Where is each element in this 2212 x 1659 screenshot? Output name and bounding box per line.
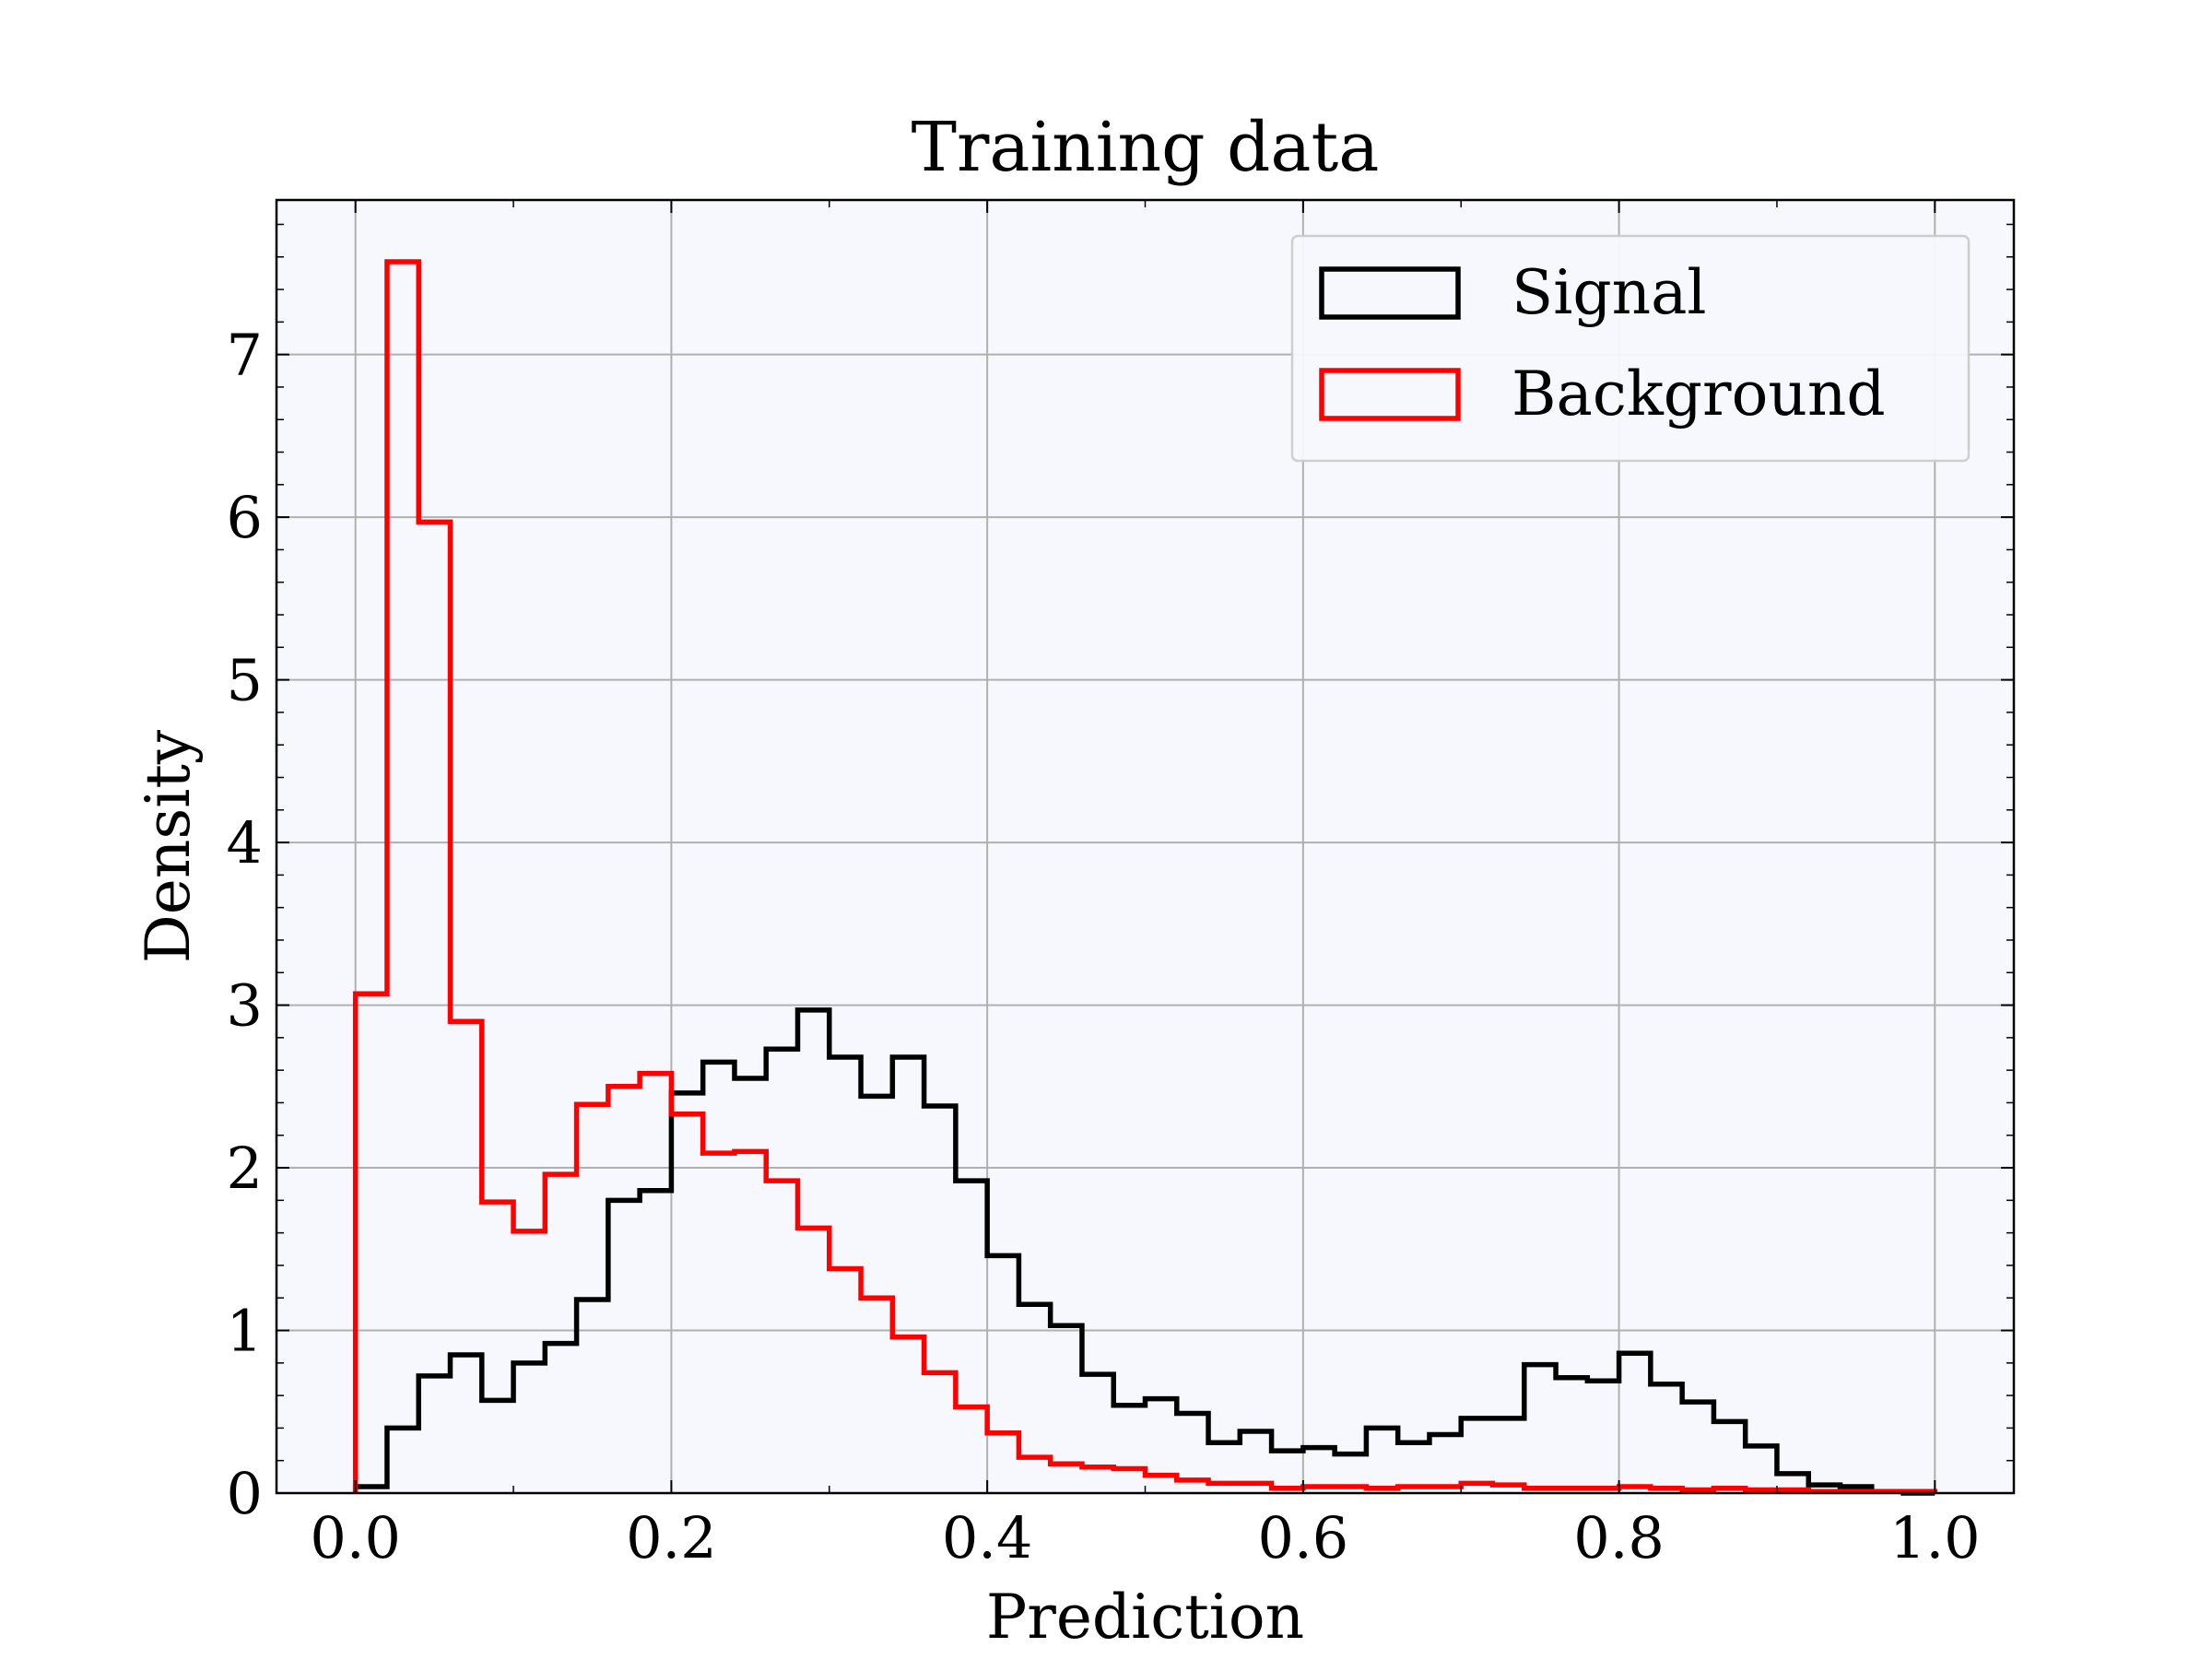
axis-ticks: 0.0 0.2 0.4 0.6 0.8 1.0 0 1 2 3 4 5 6 7 <box>227 200 2014 1571</box>
plot-frame <box>275 198 2016 1495</box>
x-tick-label: 0.8 <box>1573 1504 1665 1571</box>
x-tick-label: 0.4 <box>942 1504 1033 1571</box>
y-tick-label: 0 <box>227 1460 263 1527</box>
chart-title: Training data <box>912 108 1380 187</box>
legend: Signal Background <box>1290 234 1971 463</box>
y-tick-label: 6 <box>227 484 263 551</box>
histogram-series <box>352 259 1938 1496</box>
legend-swatch <box>1319 368 1461 421</box>
legend-swatch <box>1319 266 1461 320</box>
histogram-signal <box>352 1007 1936 1496</box>
y-tick-label: 3 <box>227 972 263 1040</box>
y-axis-label: Density <box>133 729 204 963</box>
x-tick-label: 0.0 <box>310 1504 401 1571</box>
legend-label: Background <box>1512 359 1886 429</box>
y-tick-label: 2 <box>227 1135 263 1202</box>
x-tick-label: 0.2 <box>626 1504 717 1571</box>
legend-box <box>1290 234 1971 463</box>
y-tick-label: 5 <box>227 647 263 714</box>
x-axis-label: Prediction <box>986 1582 1304 1653</box>
x-tick-label: 0.6 <box>1258 1504 1349 1571</box>
y-tick-label: 7 <box>227 322 263 389</box>
y-tick-label: 4 <box>227 809 263 877</box>
x-tick-label: 1.0 <box>1889 1504 1981 1571</box>
legend-label: Signal <box>1512 257 1707 328</box>
histogram-background <box>352 259 1938 1494</box>
y-tick-label: 1 <box>227 1298 263 1365</box>
